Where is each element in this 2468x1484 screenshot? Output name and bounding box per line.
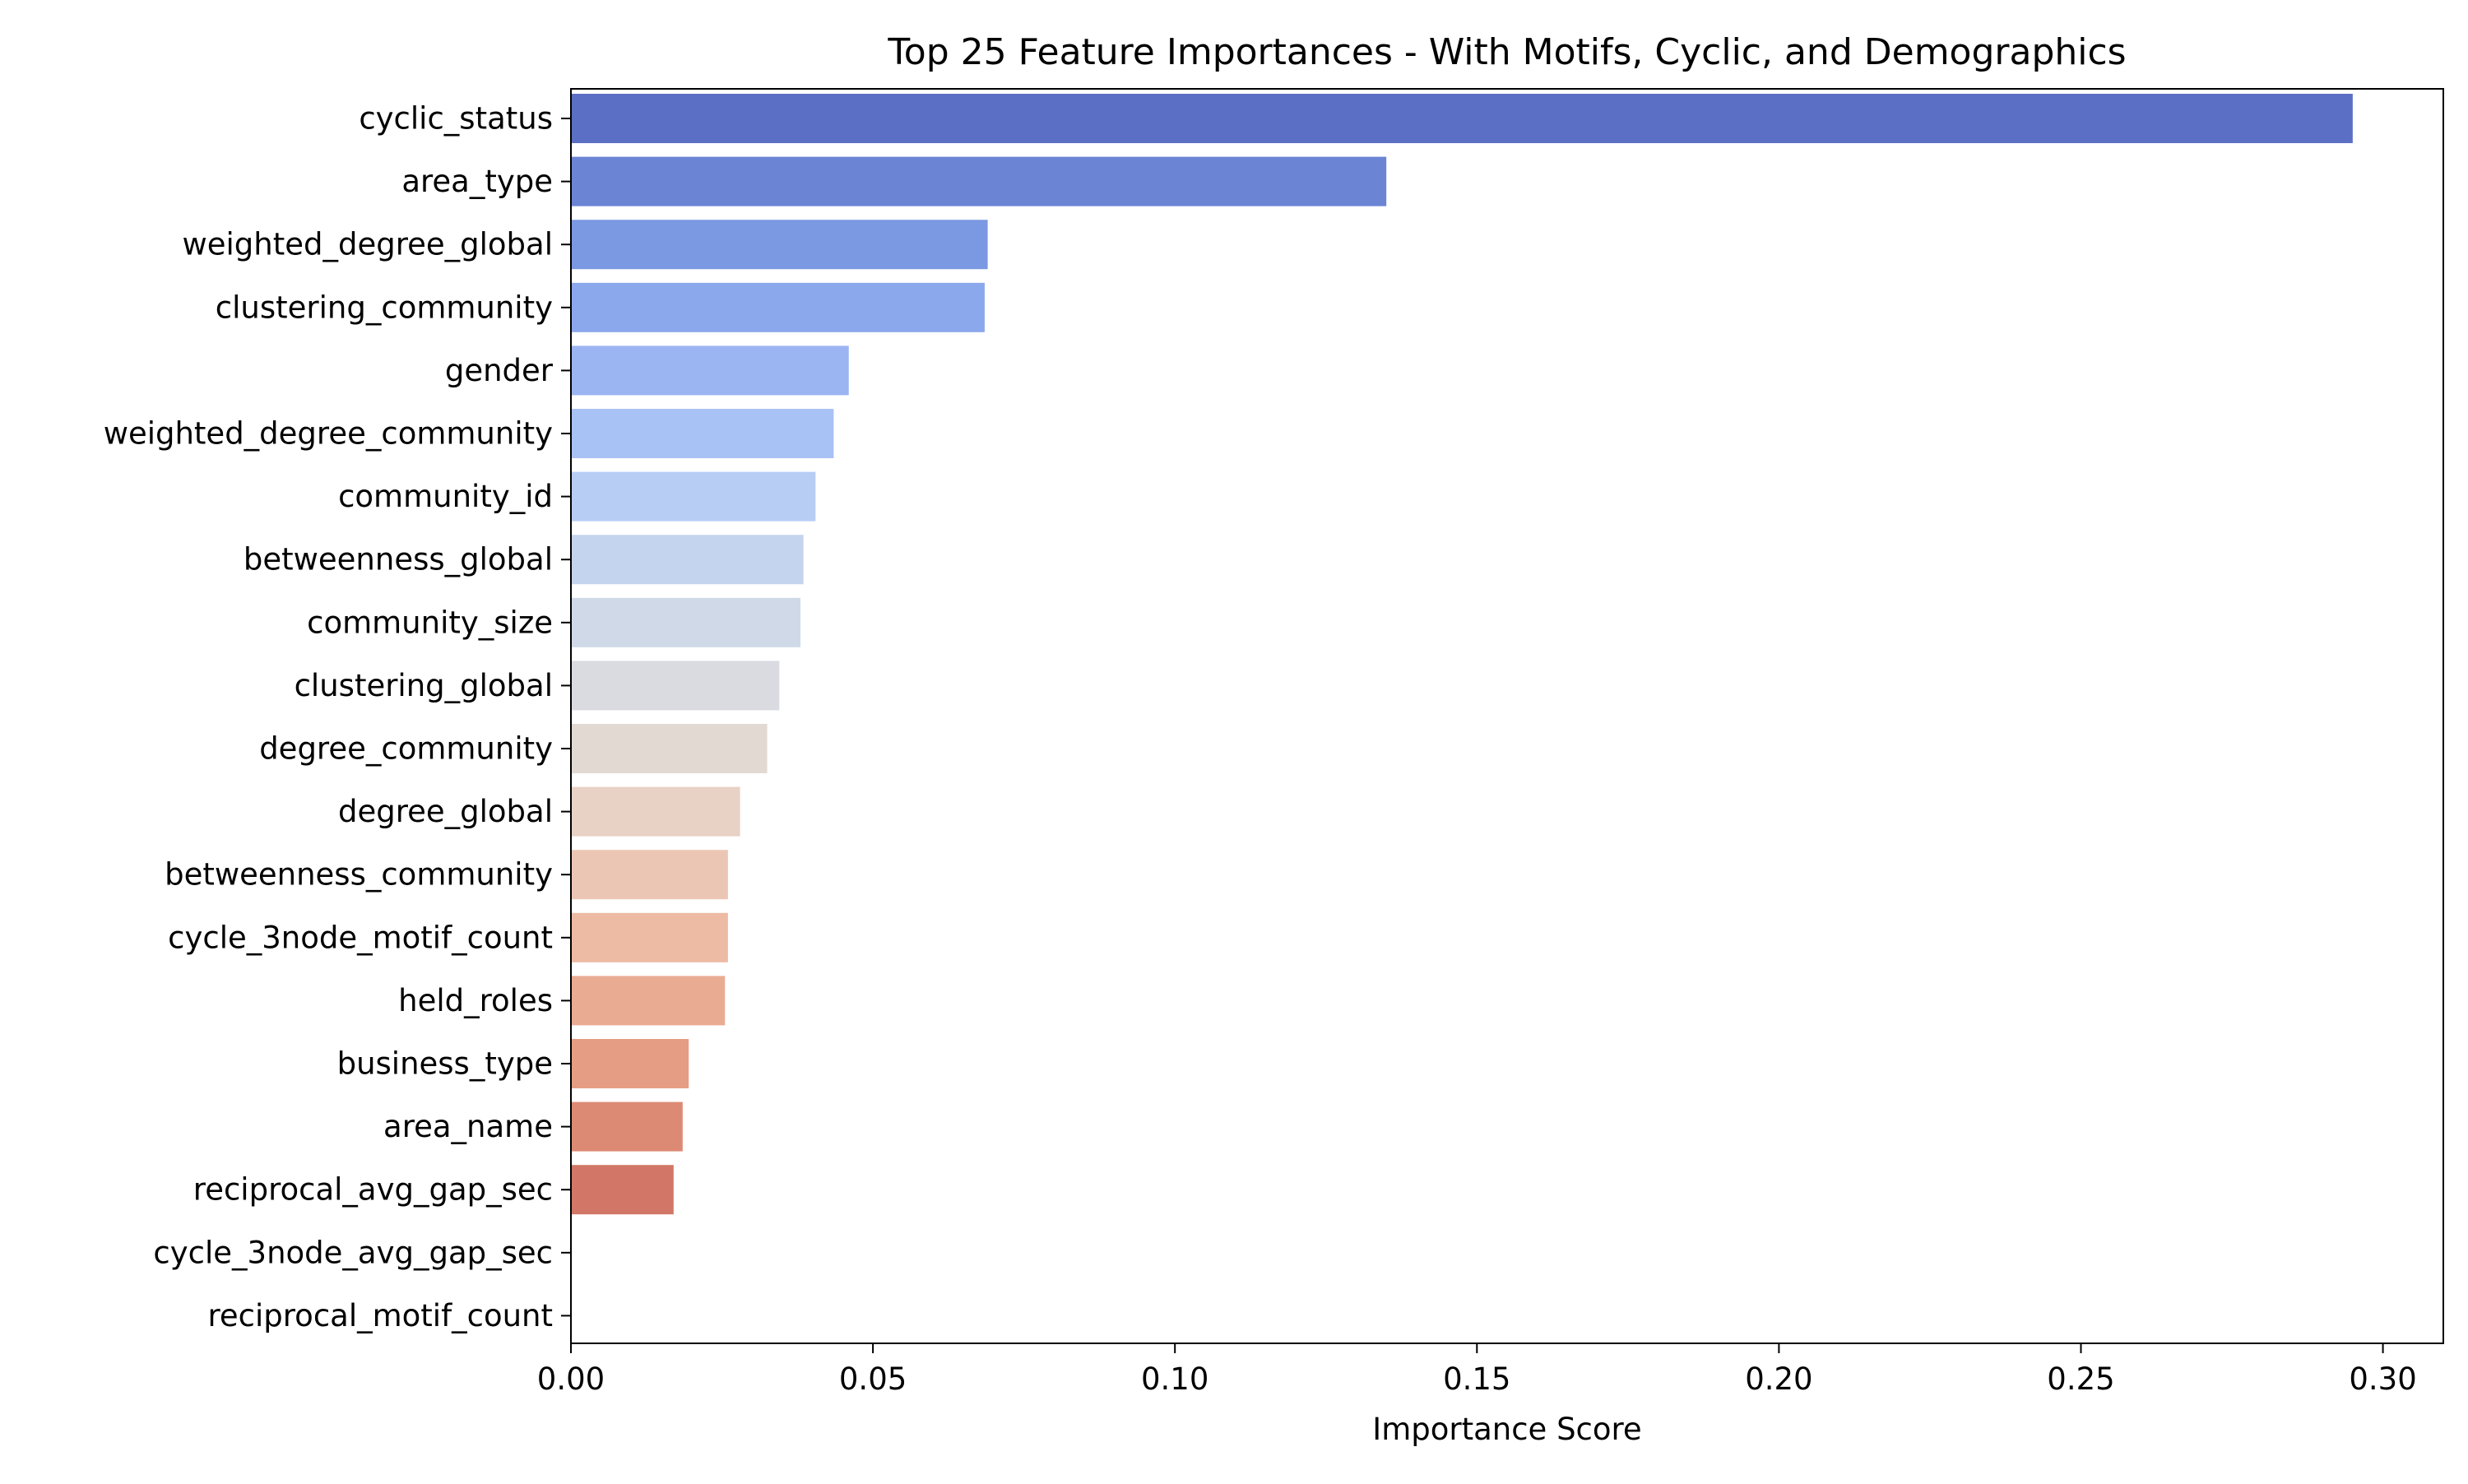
y-tick-label: weighted_degree_global — [182, 227, 553, 262]
bar-clustering_community — [571, 282, 985, 332]
bar-reciprocal_avg_gap_sec — [571, 1165, 674, 1215]
bar-cyclic_status — [571, 94, 2353, 143]
y-tick-label: betweenness_community — [165, 857, 553, 893]
bar-degree_community — [571, 724, 768, 773]
bar-community_size — [571, 597, 800, 647]
x-tick-label: 0.25 — [2047, 1361, 2114, 1397]
y-tick-label: area_type — [401, 164, 553, 199]
bar-cycle_3node_motif_count — [571, 912, 728, 962]
x-tick-label: 0.00 — [537, 1361, 605, 1397]
bar-community_id — [571, 471, 816, 522]
y-tick-label: degree_global — [338, 794, 553, 829]
bar-gender — [571, 345, 849, 396]
y-tick-label: area_name — [383, 1109, 553, 1144]
plot-frame — [570, 88, 2444, 1344]
y-tick-label: degree_community — [259, 731, 553, 767]
bars-group — [571, 94, 2353, 1215]
y-tick-label: weighted_degree_community — [104, 416, 553, 452]
x-tick-label: 0.20 — [1745, 1361, 1812, 1397]
y-tick-label: cycle_3node_avg_gap_sec — [153, 1235, 553, 1270]
bar-degree_global — [571, 786, 740, 837]
y-tick-label: clustering_community — [216, 290, 553, 325]
y-tick-label: cyclic_status — [359, 101, 553, 137]
y-axis-ticks: cyclic_status area_type weighted_degree_gl… — [104, 101, 571, 1333]
y-tick-label: clustering_global — [295, 668, 553, 703]
x-tick-label: 0.10 — [1141, 1361, 1208, 1397]
y-tick-label: community_id — [338, 479, 553, 514]
bar-betweenness_global — [571, 535, 804, 585]
bar-area_name — [571, 1101, 683, 1152]
x-tick-label: 0.15 — [1443, 1361, 1510, 1397]
y-tick-label: community_size — [307, 605, 553, 640]
chart-title: Top 25 Feature Importances - With Motifs… — [887, 31, 2126, 73]
x-axis-ticks: 0.00 0.05 0.10 0.15 0.20 0.25 0.30 — [537, 1343, 2417, 1397]
x-tick-label: 0.05 — [839, 1361, 907, 1397]
y-tick-label: cycle_3node_motif_count — [168, 920, 553, 955]
y-tick-label: held_roles — [398, 983, 553, 1018]
bar-betweenness_community — [571, 850, 728, 900]
bar-weighted_degree_global — [571, 220, 988, 270]
y-tick-label: reciprocal_motif_count — [208, 1298, 553, 1333]
x-axis-label: Importance Score — [1372, 1412, 1641, 1447]
y-tick-label: reciprocal_avg_gap_sec — [193, 1172, 553, 1208]
y-tick-label: gender — [445, 353, 554, 388]
bar-area_type — [571, 156, 1387, 206]
y-tick-label: business_type — [337, 1046, 553, 1082]
y-tick-label: betweenness_global — [244, 542, 553, 577]
bar-clustering_global — [571, 661, 780, 711]
bar-business_type — [571, 1039, 689, 1088]
bar-held_roles — [571, 976, 726, 1026]
x-tick-label: 0.30 — [2349, 1361, 2416, 1397]
bar-weighted_degree_community — [571, 409, 834, 458]
